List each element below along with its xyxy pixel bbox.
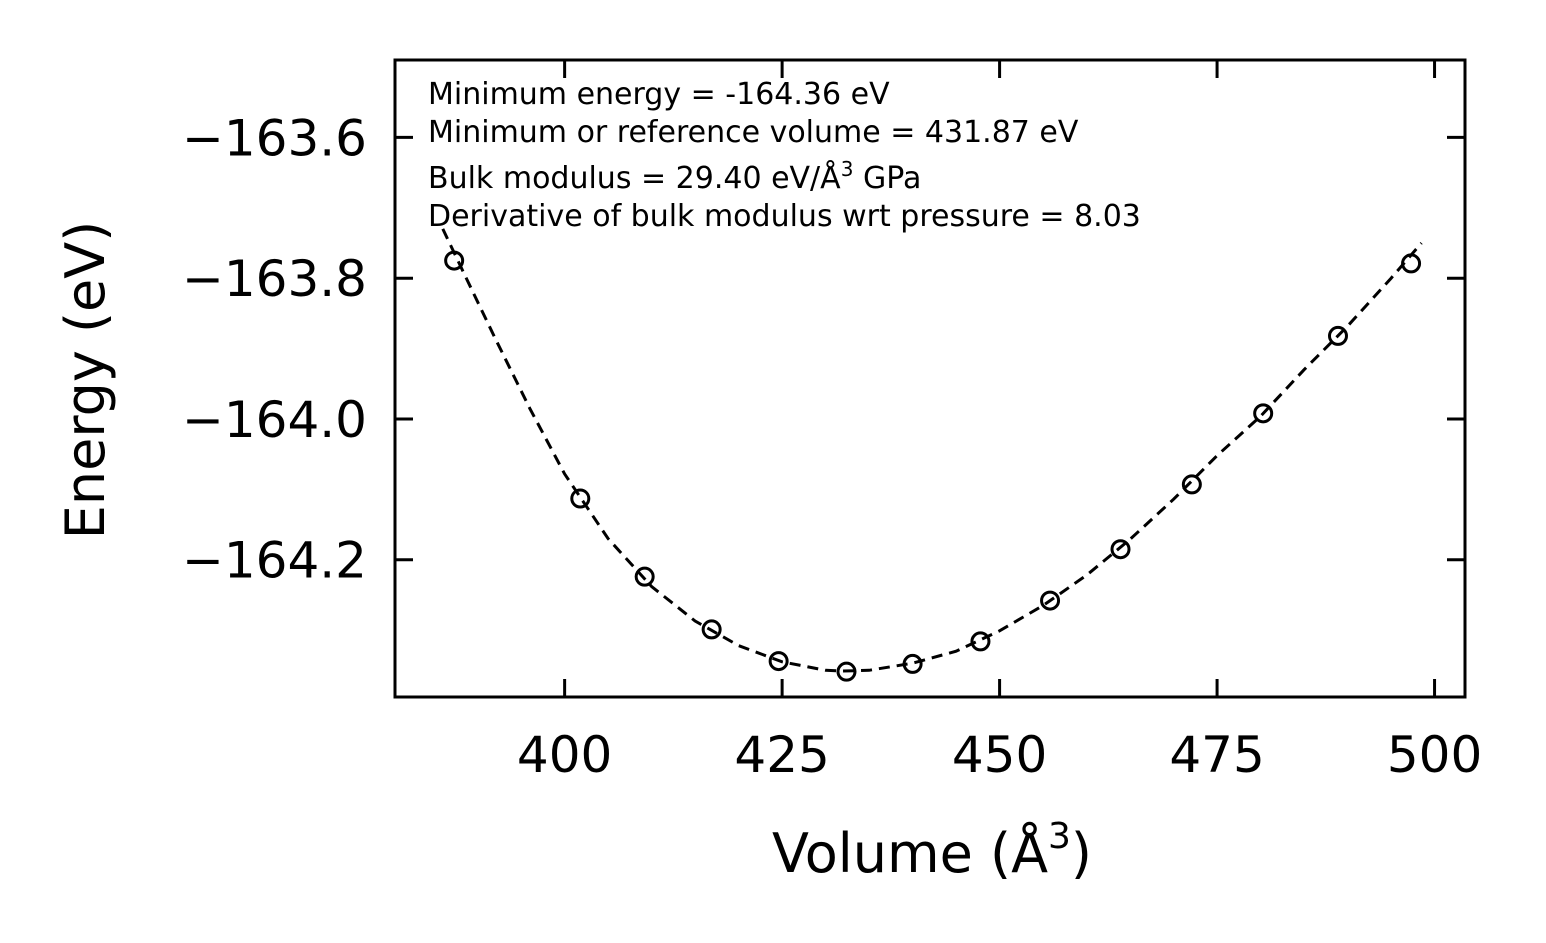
annotation-box: Minimum energy = -164.36 eV Minimum or r… [428,77,1141,234]
data-point [970,631,991,652]
annotation-bulk-modulus: Bulk modulus = 29.40 eV/Å3 GPa [428,157,921,196]
annotation-min-volume: Minimum or reference volume = 431.87 eV [428,115,1079,150]
y-tick-label: −163.8 [182,250,367,308]
data-point [902,653,923,674]
data-point [1253,403,1274,424]
y-tick-label: −164.0 [182,391,367,449]
y-tick-label: −163.6 [182,109,367,167]
y-tick-label: −164.2 [182,532,367,590]
x-tick-label: 425 [734,726,829,784]
x-tick-label: 400 [517,726,612,784]
fit-curve-layer [441,228,1423,673]
x-tick-label: 475 [1169,726,1264,784]
data-point [701,619,722,640]
data-point [768,651,789,672]
data-point [1401,253,1422,274]
data-point [1181,474,1202,495]
data-point [1327,325,1348,346]
annotation-min-energy: Minimum energy = -164.36 eV [428,77,890,112]
data-point [634,566,655,587]
annotation-bulk-derivative: Derivative of bulk modulus wrt pressure … [428,199,1141,234]
plot-frame [393,58,1467,699]
x-axis-label: Volume (Å3) [772,816,1092,885]
data-point [1110,539,1131,560]
ticks-layer: 400 425 450 475 500 −163.6 −163.8 −164.0 −164.2 [182,60,1482,784]
x-tick-label: 500 [1387,726,1482,784]
x-tick-label: 450 [952,726,1047,784]
fit-curve-line [441,228,1423,673]
data-point [1040,590,1061,611]
y-axis-label: Energy (eV) [54,221,117,540]
data-point [444,250,465,271]
data-point [836,661,857,682]
data-point [570,488,591,509]
data-points-layer [444,250,1422,682]
